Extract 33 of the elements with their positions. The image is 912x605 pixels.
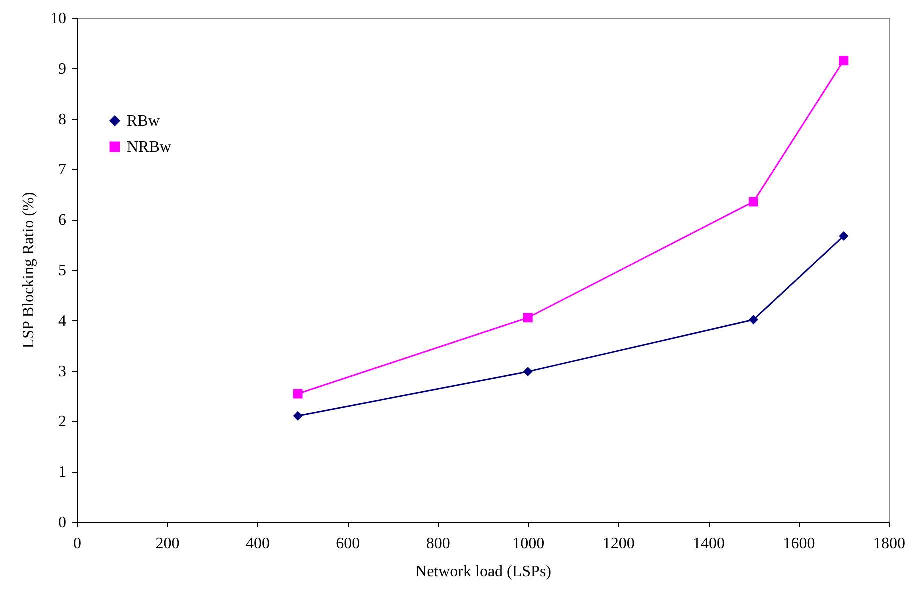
y-tick-label: 3 bbox=[58, 363, 66, 380]
x-tick-label: 1000 bbox=[512, 536, 545, 552]
legend-label: NRBw bbox=[127, 139, 172, 156]
y-tick-label: 6 bbox=[58, 212, 66, 230]
point bbox=[523, 313, 533, 323]
y-tick-label: 8 bbox=[58, 111, 66, 128]
y-tick-label: 9 bbox=[58, 60, 66, 78]
y-tick-label: 1 bbox=[58, 464, 66, 482]
point bbox=[293, 389, 303, 399]
y-tick-label: 5 bbox=[58, 262, 66, 280]
x-tick-label: 400 bbox=[246, 536, 270, 552]
y-tick-label: 10 bbox=[50, 10, 66, 28]
point bbox=[748, 197, 758, 207]
point bbox=[748, 315, 758, 325]
y-tick-label: 7 bbox=[58, 162, 66, 179]
y-axis-title: LSP Blocking Ratio (%) bbox=[20, 192, 38, 349]
x-tick-label: 800 bbox=[426, 536, 450, 552]
y-tick-label: 0 bbox=[58, 514, 66, 532]
legend-label: RBw bbox=[127, 113, 160, 130]
x-tick-label: 600 bbox=[336, 536, 360, 552]
point bbox=[523, 367, 533, 377]
x-tick-label: 0 bbox=[74, 536, 82, 552]
point bbox=[839, 231, 849, 241]
point bbox=[839, 56, 849, 66]
x-tick-label: 200 bbox=[156, 536, 180, 552]
x-tick-label: 1400 bbox=[693, 536, 726, 552]
x-tick-label: 1200 bbox=[602, 536, 635, 552]
x-tick-label: 1600 bbox=[783, 536, 816, 552]
y-tick-label: 2 bbox=[58, 414, 66, 431]
x-tick-label: 1800 bbox=[874, 536, 906, 552]
y-tick-label: 4 bbox=[58, 312, 66, 330]
x-axis-title: Network load (LSPs) bbox=[416, 564, 552, 580]
point bbox=[293, 411, 303, 421]
